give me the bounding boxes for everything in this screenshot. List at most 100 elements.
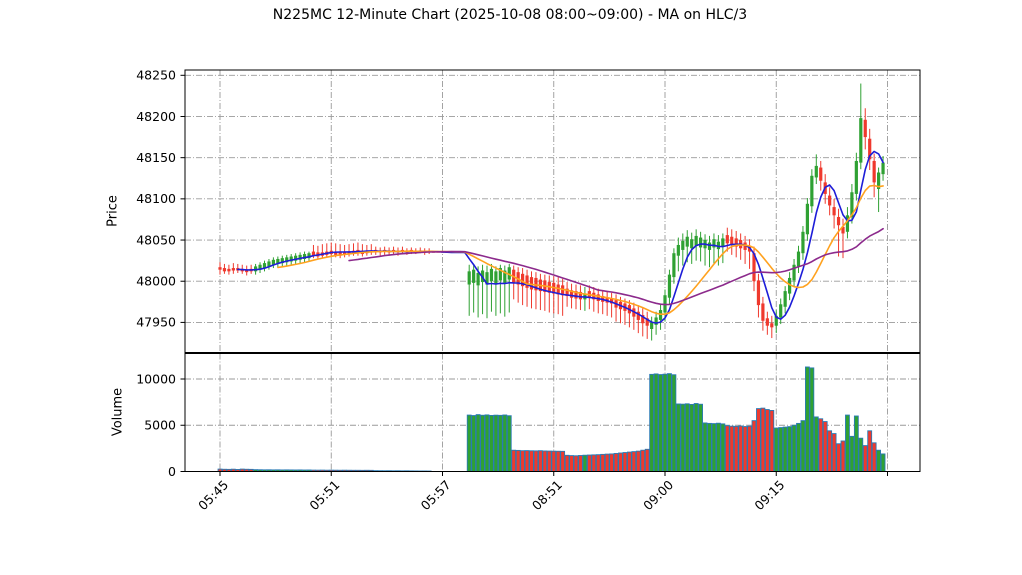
volume-bar bbox=[631, 451, 637, 472]
volume-bar bbox=[627, 451, 632, 472]
volume-bar bbox=[489, 414, 494, 472]
candle-body bbox=[245, 269, 249, 273]
volume-bar bbox=[284, 469, 290, 472]
volume-bar bbox=[546, 450, 552, 472]
volume-bar bbox=[796, 422, 801, 472]
candle-body bbox=[841, 226, 845, 234]
volume-bar bbox=[471, 415, 477, 472]
volume-bar bbox=[217, 468, 223, 472]
candle-body bbox=[832, 207, 836, 216]
candle-body bbox=[289, 256, 293, 262]
price-tick-label: 48000 bbox=[136, 274, 176, 289]
x-tick-label: 05:51 bbox=[306, 477, 342, 513]
price-tick-label: 48100 bbox=[136, 191, 176, 206]
candle-body bbox=[770, 323, 774, 328]
volume-bar bbox=[764, 409, 770, 472]
volume-bar bbox=[689, 403, 695, 472]
candle-body bbox=[859, 118, 863, 163]
volume-bar bbox=[667, 373, 672, 472]
candle-body bbox=[788, 277, 792, 294]
volume-bar bbox=[702, 422, 708, 472]
volume-bar bbox=[578, 455, 583, 472]
volume-bar bbox=[609, 453, 615, 472]
volume-bars bbox=[217, 366, 886, 472]
volume-tick-label: 0 bbox=[168, 464, 176, 479]
candle-body bbox=[498, 268, 502, 281]
volume-panel-spine bbox=[184, 353, 921, 472]
candle-body bbox=[302, 254, 307, 259]
volume-bar bbox=[845, 414, 850, 472]
candle-body bbox=[254, 266, 258, 272]
candle-body bbox=[650, 322, 654, 329]
candle-body bbox=[521, 273, 525, 287]
candle-body bbox=[561, 285, 565, 296]
volume-bar bbox=[315, 469, 321, 472]
volume-bar bbox=[497, 414, 503, 472]
candle-body bbox=[285, 257, 289, 263]
price-tick-label: 47950 bbox=[136, 315, 176, 330]
volume-bar bbox=[867, 430, 873, 472]
volume-bar bbox=[862, 445, 868, 472]
candle-body bbox=[796, 251, 801, 267]
volume-bar bbox=[569, 455, 574, 472]
candle-body bbox=[472, 269, 476, 283]
volume-bar bbox=[538, 450, 543, 472]
candle-body bbox=[494, 271, 498, 284]
candle-body bbox=[641, 314, 645, 324]
candle-body bbox=[685, 236, 689, 247]
price-panel-spine bbox=[184, 69, 921, 353]
volume-bar bbox=[271, 469, 276, 472]
volume-bar bbox=[360, 469, 365, 472]
x-tick-label: 09:00 bbox=[640, 477, 676, 513]
candle-body bbox=[868, 138, 872, 160]
volume-bar bbox=[729, 425, 735, 472]
candle-body bbox=[801, 231, 805, 254]
volume-bar bbox=[800, 420, 806, 472]
volume-bar bbox=[604, 453, 610, 472]
volume-bar bbox=[502, 414, 508, 472]
candle-body bbox=[836, 216, 841, 226]
volume-bar bbox=[880, 453, 886, 472]
volume-bar bbox=[671, 374, 677, 472]
volume-bar bbox=[720, 423, 726, 472]
volume-bar bbox=[809, 367, 815, 472]
volume-bar bbox=[555, 450, 561, 472]
x-tick-label: 09:15 bbox=[751, 477, 787, 513]
candle-body bbox=[636, 311, 640, 320]
candle-body bbox=[881, 162, 885, 175]
volume-bar bbox=[858, 437, 864, 472]
candle-body bbox=[779, 304, 783, 318]
candle-body bbox=[467, 271, 471, 285]
volume-bar bbox=[564, 454, 570, 472]
volume-bar bbox=[658, 374, 663, 472]
candle-body bbox=[347, 251, 351, 255]
candle-body bbox=[752, 253, 756, 282]
candle-body bbox=[610, 298, 614, 304]
volume-bar bbox=[782, 426, 788, 472]
candle-body bbox=[743, 242, 747, 250]
volume-tick-label: 5000 bbox=[144, 418, 176, 433]
price-tick-label: 48200 bbox=[136, 109, 176, 124]
candle-body bbox=[765, 318, 769, 326]
volume-bar bbox=[849, 435, 855, 472]
candle-body bbox=[489, 268, 494, 282]
volume-bar bbox=[742, 426, 748, 472]
volume-bar bbox=[368, 469, 374, 472]
candle-body bbox=[877, 172, 881, 189]
volume-bar bbox=[293, 469, 299, 472]
candle-body bbox=[258, 264, 262, 270]
candle-body bbox=[872, 160, 876, 183]
candle-body bbox=[218, 267, 222, 270]
volume-bar bbox=[733, 425, 739, 472]
volume-bar bbox=[230, 468, 236, 472]
volume-bar bbox=[805, 366, 810, 472]
volume-bar bbox=[551, 450, 557, 472]
volume-bar bbox=[644, 448, 650, 472]
volume-bar bbox=[480, 414, 485, 472]
candle-body bbox=[267, 261, 271, 267]
volume-bar bbox=[493, 414, 499, 472]
volume-bar bbox=[707, 422, 712, 472]
volume-bar bbox=[680, 403, 686, 472]
candle-body bbox=[814, 165, 818, 178]
